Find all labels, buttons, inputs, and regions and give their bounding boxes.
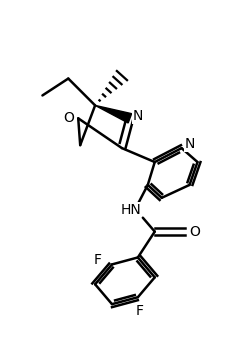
- Text: HN: HN: [120, 203, 141, 217]
- Text: O: O: [188, 225, 199, 239]
- Text: F: F: [94, 254, 102, 267]
- Text: O: O: [63, 111, 73, 125]
- Text: N: N: [132, 109, 142, 123]
- Polygon shape: [95, 105, 131, 123]
- Text: F: F: [135, 304, 143, 318]
- Text: N: N: [184, 137, 194, 151]
